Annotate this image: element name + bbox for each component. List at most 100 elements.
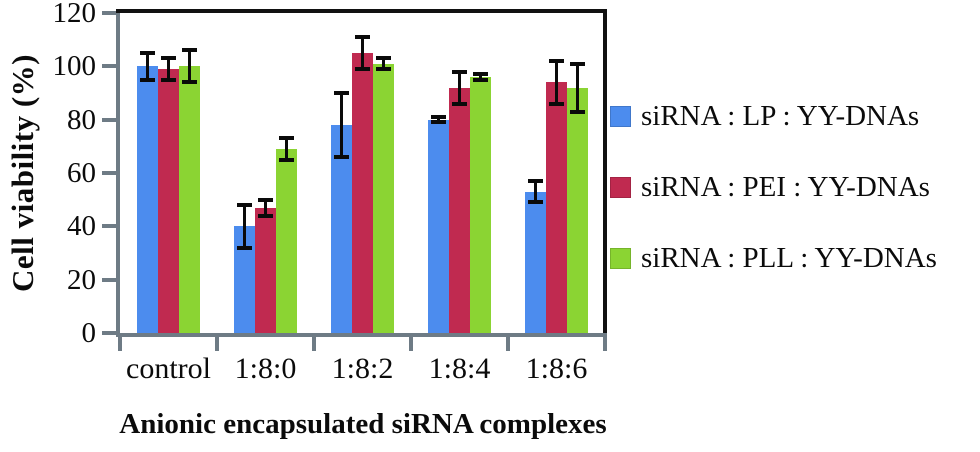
y-tick-label: 80 [67,103,96,136]
error-bar-line [188,50,191,83]
error-bar-cap-top [182,48,197,53]
plot-frame-right [603,9,607,337]
legend-item: siRNA : PEI : YY-DNAs [610,170,930,203]
y-tick-label: 120 [52,0,97,29]
error-bar-line [576,63,579,112]
error-bar-cap-bottom [431,120,446,125]
error-bar-cap-bottom [549,101,564,106]
legend-label: siRNA : LP : YY-DNAs [641,99,920,132]
error-bar-line [264,199,267,216]
y-tick-label: 40 [67,210,96,243]
error-bar-cap-top [528,179,543,183]
bar [546,82,567,333]
x-tick-mark [506,337,510,351]
bar [255,207,276,333]
x-tick-mark [215,337,219,351]
y-tick-mark [102,117,116,122]
bar [179,66,200,333]
error-bar-line [437,117,440,123]
x-tick-label: 1:8:2 [331,352,394,385]
error-bar-cap-top [258,197,273,202]
y-tick-mark [102,11,116,15]
x-axis-line [116,333,607,337]
bar [137,66,158,333]
y-tick-mark [102,64,116,69]
y-tick-mark [102,224,116,229]
bar [449,87,470,333]
error-bar-cap-top [549,59,564,63]
bar [567,87,588,333]
error-bar-cap-top [376,56,391,61]
error-bar-cap-bottom [355,67,370,71]
bar [470,77,491,333]
y-tick-label: 100 [52,50,97,83]
bar [525,191,546,333]
bar [331,125,352,333]
x-tick-label: 1:8:4 [428,352,491,385]
x-tick-mark [312,337,316,351]
error-bar-line [534,181,537,203]
error-bar-line [167,58,170,80]
error-bar-cap-top [334,91,349,95]
legend-item: siRNA : PLL : YY-DNAs [610,241,937,274]
x-tick-label: 1:8:0 [234,352,297,385]
bar [276,149,297,333]
bar [373,63,394,333]
y-axis-line [116,13,120,337]
error-bar-cap-bottom [452,101,467,106]
error-bar-cap-top [279,136,294,141]
x-tick-label: control [126,352,211,385]
error-bar-line [361,37,364,69]
error-bar-cap-top [431,115,446,119]
error-bar-cap-top [140,51,155,55]
error-bar-line [146,53,149,80]
error-bar-cap-top [237,203,252,207]
error-bar-line [479,74,482,80]
bar [158,69,179,333]
y-tick-mark [102,277,116,282]
error-bar-cap-top [161,56,176,61]
error-bar-cap-bottom [570,109,585,114]
error-bar-cap-bottom [334,155,349,159]
bar [234,226,255,333]
error-bar-cap-bottom [161,77,176,82]
legend-label: siRNA : PLL : YY-DNAs [641,241,937,274]
error-bar-line [243,205,246,248]
x-tick-mark [118,337,122,351]
legend-swatch-pll [610,247,631,269]
error-bar-cap-bottom [140,77,155,82]
x-tick-mark [409,337,413,351]
y-tick-mark [102,331,116,335]
error-bar-line [458,71,461,104]
error-bar-cap-bottom [528,200,543,205]
y-tick-mark [102,171,116,175]
error-bar-cap-bottom [279,157,294,162]
bar [352,53,373,333]
x-axis-title: Anionic encapsulated siRNA complexes [119,408,607,440]
y-tick-label: 20 [67,263,96,296]
error-bar-cap-bottom [237,245,252,250]
error-bar-cap-bottom [258,213,273,218]
error-bar-cap-top [473,72,488,77]
error-bar-cap-top [452,69,467,74]
legend-swatch-pei [610,176,631,198]
legend-item: siRNA : LP : YY-DNAs [610,99,920,132]
error-bar-cap-bottom [376,67,391,71]
x-tick-label: 1:8:6 [525,352,588,385]
legend-label: siRNA : PEI : YY-DNAs [641,170,930,203]
error-bar-line [285,138,288,160]
error-bar-line [340,93,343,157]
plot-frame-top [116,9,607,13]
x-tick-mark [603,337,607,351]
bar [428,119,449,333]
y-tick-label: 60 [67,157,96,189]
error-bar-line [555,61,558,104]
error-bar-cap-top [570,61,585,66]
y-tick-label: 0 [81,317,97,349]
error-bar-cap-top [355,35,370,39]
error-bar-line [382,58,385,69]
legend-swatch-lp [610,105,631,127]
error-bar-cap-bottom [182,80,197,85]
error-bar-cap-bottom [473,77,488,82]
